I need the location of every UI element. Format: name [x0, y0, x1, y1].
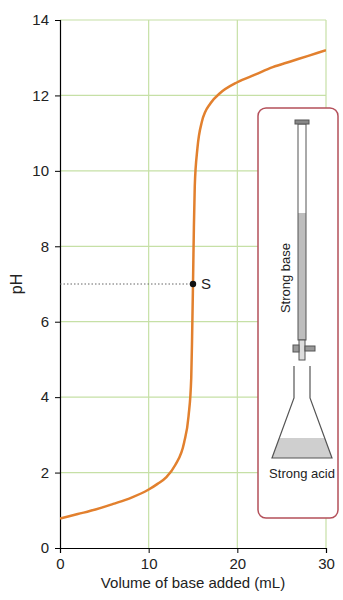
annotation-point [190, 281, 196, 287]
tick: 8 [41, 238, 60, 255]
x-axis: 0 10 20 30 [56, 548, 335, 572]
inset-label: Strong base [278, 243, 293, 313]
tick: 12 [32, 87, 60, 104]
burette-lip [295, 120, 309, 124]
annotation-label: S [201, 275, 211, 292]
tick: 0 [56, 548, 64, 572]
tick-mark [55, 246, 60, 247]
tick-mark [55, 548, 60, 549]
burette-stopcock-body [299, 340, 305, 360]
y-axis: 0 2 4 6 8 10 12 14 [32, 11, 60, 556]
axis-line [61, 549, 327, 554]
burette-stopcock-ring [293, 345, 299, 352]
tick-mark [237, 548, 238, 553]
tick: 30 [318, 548, 335, 572]
tick-label: 6 [41, 313, 49, 330]
tick-mark [55, 95, 60, 96]
burette-stopcock-handle [305, 346, 315, 351]
grid-line-y [60, 95, 326, 96]
tick-label: 20 [229, 555, 246, 572]
inset-box [258, 108, 338, 518]
y-axis-title: pH [8, 274, 25, 294]
tick: 10 [32, 162, 60, 179]
tick-mark [55, 473, 60, 474]
plot-marks [60, 50, 326, 518]
tick: 2 [41, 464, 60, 481]
tick: 4 [41, 388, 60, 405]
tick-label: 10 [32, 162, 49, 179]
tick: 10 [141, 548, 158, 572]
tick-mark [149, 548, 150, 553]
axis-line [55, 21, 61, 549]
titration-curve [60, 50, 326, 518]
tick-label: 10 [141, 555, 158, 572]
tick: 20 [229, 548, 246, 572]
tick: 14 [32, 11, 60, 28]
tick-label: 0 [41, 539, 49, 556]
inset: Strong base Strong acid [258, 108, 338, 518]
tick-mark [326, 548, 327, 553]
tick-label: 8 [41, 238, 49, 255]
tick-mark [55, 20, 60, 21]
tick-mark [55, 171, 60, 172]
annotation-guide [60, 284, 193, 285]
tick-label: 0 [56, 555, 64, 572]
flask [272, 366, 332, 458]
tick-mark [60, 548, 61, 553]
tick-mark [55, 397, 60, 398]
grid-line-x [237, 20, 238, 548]
burette-liquid [298, 213, 306, 340]
tick-label: 2 [41, 464, 49, 481]
x-axis-title: Volume of base added (mL) [101, 574, 285, 591]
tick-label: 4 [41, 388, 49, 405]
tick-label: 14 [32, 11, 49, 28]
grid-line-y [60, 19, 326, 20]
tick: 6 [41, 313, 60, 330]
tick-label: 30 [318, 555, 335, 572]
burette-tube [298, 124, 306, 340]
tick-mark [55, 322, 60, 323]
flask-liquid [272, 438, 332, 458]
tick-label: 12 [32, 87, 49, 104]
inset-label: Strong acid [269, 466, 335, 481]
